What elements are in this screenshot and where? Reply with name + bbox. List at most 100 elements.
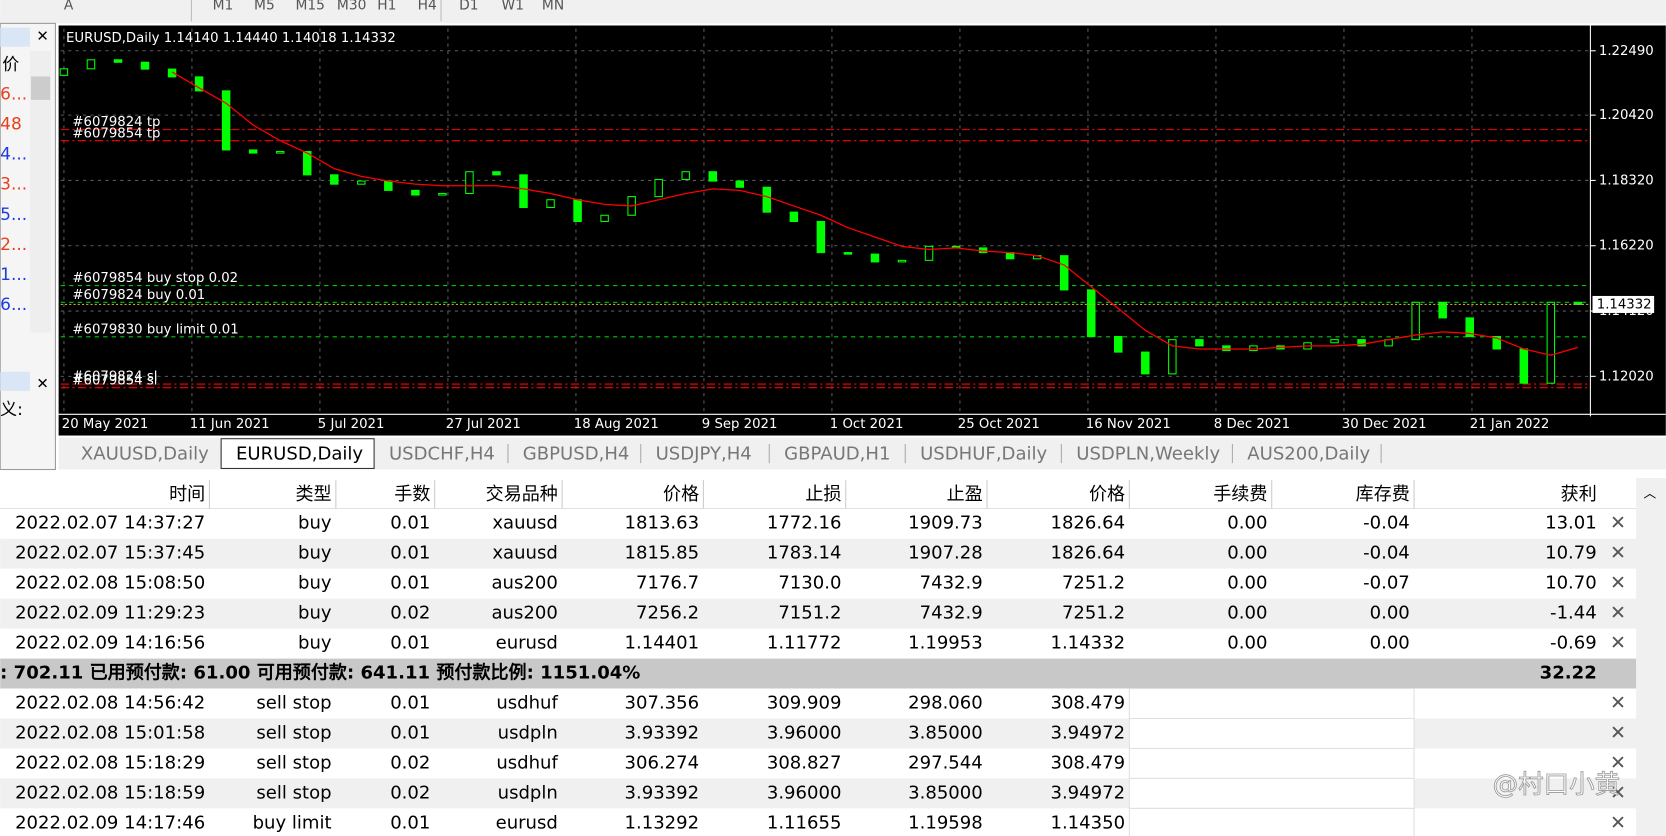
table-cell: 0.01 bbox=[390, 513, 430, 534]
scroll-thumb[interactable] bbox=[30, 76, 51, 100]
order-label: #6079854 buy stop 0.02 bbox=[72, 271, 238, 286]
panel-price: 2... bbox=[0, 235, 27, 255]
table-cell: 1826.64 bbox=[1050, 513, 1125, 534]
candle bbox=[924, 245, 934, 261]
table-cell: 0.00 bbox=[1227, 573, 1267, 594]
table-scrollbar[interactable] bbox=[1636, 478, 1666, 836]
chart-tab[interactable]: USDHUF,Daily bbox=[920, 444, 1047, 465]
table-cell: usdhuf bbox=[496, 752, 558, 773]
column-header[interactable]: 止盈 bbox=[947, 484, 983, 505]
toolbar bbox=[0, 0, 1666, 24]
table-cell: 7432.9 bbox=[920, 603, 983, 624]
table-cell: 0.01 bbox=[390, 812, 430, 833]
table-cell: 13.01 bbox=[1545, 513, 1597, 534]
close-order[interactable]: ✕ bbox=[1610, 601, 1626, 624]
column-header[interactable]: 库存费 bbox=[1356, 484, 1410, 505]
column-header[interactable]: 价格 bbox=[663, 484, 699, 505]
chart-tab[interactable]: AUS200,Daily bbox=[1247, 444, 1370, 465]
table-cell: 3.93392 bbox=[625, 782, 700, 803]
timeframe-button[interactable]: M5 bbox=[254, 0, 275, 13]
close-order[interactable]: ✕ bbox=[1610, 751, 1626, 774]
panel-column: 价 bbox=[2, 55, 19, 75]
table-row[interactable] bbox=[0, 628, 1637, 659]
column-header[interactable]: 类型 bbox=[296, 484, 332, 505]
table-cell: 0.02 bbox=[390, 782, 430, 803]
candle bbox=[438, 192, 447, 196]
chart-tab[interactable]: USDJPY,H4 bbox=[656, 444, 752, 465]
close-order[interactable]: ✕ bbox=[1610, 541, 1626, 564]
chart-tab[interactable]: USDPLN,Weekly bbox=[1076, 444, 1220, 465]
timeframe-button[interactable]: H1 bbox=[377, 0, 396, 13]
table-cell: 10.70 bbox=[1545, 573, 1597, 594]
close-order[interactable]: ✕ bbox=[1610, 781, 1626, 804]
column-header[interactable]: 价格 bbox=[1089, 484, 1125, 505]
table-row[interactable] bbox=[0, 598, 1637, 629]
table-cell: 0.02 bbox=[390, 752, 430, 773]
chart-tab[interactable]: GBPUSD,H4 bbox=[523, 444, 630, 465]
table-cell: 1.11772 bbox=[767, 633, 842, 654]
y-tick-label: 1.12020 bbox=[1599, 369, 1654, 384]
column-header[interactable]: 手续费 bbox=[1213, 484, 1267, 505]
candle bbox=[1519, 348, 1529, 384]
y-tick-label: 1.16220 bbox=[1599, 239, 1654, 254]
table-cell: 3.96000 bbox=[767, 722, 842, 743]
tab-active[interactable] bbox=[220, 438, 375, 469]
table-cell: 7432.9 bbox=[920, 573, 983, 594]
scrollbar[interactable] bbox=[29, 50, 52, 333]
table-cell: 0.01 bbox=[390, 573, 430, 594]
candle bbox=[1086, 289, 1096, 338]
column-header[interactable]: 时间 bbox=[169, 484, 205, 505]
close-icon[interactable]: ✕ bbox=[36, 375, 48, 393]
candle bbox=[897, 259, 907, 263]
close-order[interactable]: ✕ bbox=[1610, 811, 1626, 834]
table-cell: 3.94972 bbox=[1050, 722, 1125, 743]
watermark: @村口小黄 bbox=[1493, 770, 1620, 800]
table-cell: 2022.02.07 15:37:45 bbox=[15, 543, 205, 564]
timeframe-button[interactable]: M15 bbox=[295, 0, 324, 13]
order-label: #6079824 buy 0.01 bbox=[72, 288, 205, 303]
candle bbox=[330, 174, 339, 185]
scroll-up[interactable]: ︿ bbox=[1644, 486, 1657, 501]
table-cell: 2022.02.09 11:29:23 bbox=[15, 603, 205, 624]
table-cell: 10.79 bbox=[1545, 543, 1597, 564]
table-cell: 3.85000 bbox=[908, 722, 983, 743]
x-tick-label: 30 Dec 2021 bbox=[1342, 417, 1427, 432]
panel-header bbox=[0, 27, 30, 47]
candle bbox=[1546, 301, 1556, 384]
column-header[interactable]: 止损 bbox=[805, 484, 841, 505]
timeframe-button[interactable]: W1 bbox=[502, 0, 524, 13]
price-box bbox=[1592, 295, 1655, 313]
candle bbox=[113, 59, 123, 63]
close-order[interactable]: ✕ bbox=[1610, 571, 1626, 594]
chart-tab[interactable]: XAUUSD,Daily bbox=[81, 444, 209, 465]
close-order[interactable]: ✕ bbox=[1610, 511, 1626, 534]
timeframe-button[interactable]: A bbox=[64, 0, 74, 13]
table-row[interactable] bbox=[0, 538, 1637, 569]
table-row[interactable] bbox=[0, 508, 1637, 539]
close-order[interactable]: ✕ bbox=[1610, 691, 1626, 714]
candle bbox=[1330, 339, 1339, 344]
close-order[interactable]: ✕ bbox=[1610, 721, 1626, 744]
column-header[interactable]: 手数 bbox=[394, 484, 430, 505]
column-header[interactable]: 交易品种 bbox=[486, 484, 558, 505]
chart-title: EURUSD,Daily 1.14140 1.14440 1.14018 1.1… bbox=[66, 31, 396, 46]
table-cell: 297.544 bbox=[908, 752, 983, 773]
table-row[interactable] bbox=[0, 568, 1637, 599]
close-icon[interactable]: ✕ bbox=[36, 27, 48, 45]
candle bbox=[1141, 351, 1150, 375]
timeframe-button[interactable]: M1 bbox=[213, 0, 234, 13]
chart-tab[interactable]: EURUSD,Daily bbox=[236, 444, 363, 465]
timeframe-button[interactable]: MN bbox=[542, 0, 564, 13]
candle bbox=[357, 180, 366, 185]
timeframe-button[interactable]: H4 bbox=[418, 0, 437, 13]
timeframe-button[interactable]: M30 bbox=[337, 0, 366, 13]
close-order[interactable]: ✕ bbox=[1610, 631, 1626, 654]
column-header[interactable]: 获利 bbox=[1561, 484, 1597, 505]
chart-tab[interactable]: USDCHF,H4 bbox=[389, 444, 495, 465]
table-cell: 308.479 bbox=[1050, 752, 1125, 773]
timeframe-button[interactable]: D1 bbox=[459, 0, 478, 13]
table-cell: -1.44 bbox=[1550, 603, 1597, 624]
candle bbox=[573, 199, 582, 223]
chart-tab[interactable]: GBPAUD,H1 bbox=[784, 444, 890, 465]
